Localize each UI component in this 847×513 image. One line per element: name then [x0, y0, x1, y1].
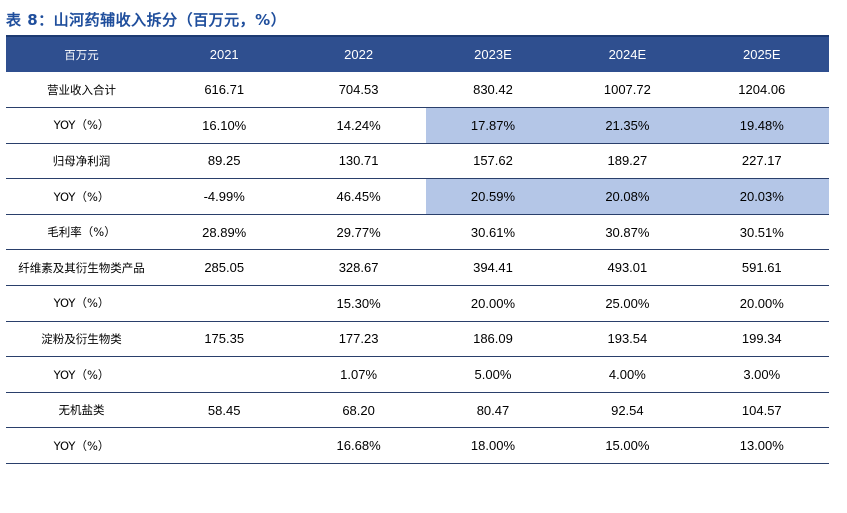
row-label: YOY（%）	[6, 107, 157, 144]
table-cell: 30.87%	[560, 214, 695, 251]
table-cell: 591.61	[694, 249, 829, 287]
table-cell: 394.41	[425, 249, 561, 287]
table-row: 无机盐类 58.45 68.20 80.47 92.54 104.57	[6, 392, 829, 429]
table-cell: 92.54	[560, 392, 695, 429]
table-cell: 5.00%	[425, 356, 561, 393]
table-row: YOY（%） 16.68% 18.00% 15.00% 13.00%	[6, 427, 829, 465]
table-cell: 20.00%	[425, 285, 561, 322]
table-cell: 15.30%	[291, 285, 426, 322]
table-title: 表 8：山河药辅收入拆分（百万元，%）	[6, 11, 287, 29]
row-label: YOY（%）	[6, 285, 157, 322]
table-cell: 130.71	[291, 143, 426, 180]
table-cell: 227.17	[694, 143, 829, 180]
table-cell	[157, 285, 292, 322]
row-label: 营业收入合计	[6, 72, 157, 109]
table-cell: 46.45%	[291, 178, 426, 215]
row-label: YOY（%）	[6, 427, 157, 465]
table-cell: 14.24%	[291, 107, 426, 144]
header-2023e: 2023E	[425, 35, 561, 72]
table-cell: 21.35%	[560, 107, 695, 144]
table-cell: 186.09	[425, 321, 561, 358]
table-cell: 177.23	[291, 321, 426, 358]
table-cell: 830.42	[425, 72, 561, 109]
table-cell: 68.20	[291, 392, 426, 429]
table-cell: 29.77%	[291, 214, 426, 251]
table-cell: 15.00%	[560, 427, 695, 465]
table-row: 淀粉及衍生物类 175.35 177.23 186.09 193.54 199.34	[6, 321, 829, 358]
table-row: 毛利率（%） 28.89% 29.77% 30.61% 30.87% 30.51%	[6, 214, 829, 251]
table-cell: 13.00%	[694, 427, 829, 465]
row-label: YOY（%）	[6, 178, 157, 215]
table-cell: 493.01	[560, 249, 695, 287]
table-row: YOY（%） -4.99% 46.45% 20.59% 20.08% 20.03%	[6, 178, 829, 215]
table-cell: 175.35	[157, 321, 292, 358]
table-cell: 58.45	[157, 392, 292, 429]
table-row: YOY（%） 1.07% 5.00% 4.00% 3.00%	[6, 356, 829, 393]
table-cell: 20.59%	[425, 178, 561, 215]
header-unit: 百万元	[6, 35, 157, 72]
table-cell: -4.99%	[157, 178, 292, 215]
table-cell: 19.48%	[694, 107, 829, 144]
table-cell: 16.10%	[157, 107, 292, 144]
row-label: 淀粉及衍生物类	[6, 321, 157, 358]
table-cell: 20.00%	[694, 285, 829, 322]
table-cell: 704.53	[291, 72, 426, 109]
table-cell: 1.07%	[291, 356, 426, 393]
table-cell: 28.89%	[157, 214, 292, 251]
header-2021: 2021	[157, 35, 292, 72]
table-cell: 16.68%	[291, 427, 426, 465]
header-2025e: 2025E	[694, 35, 829, 72]
table-cell: 89.25	[157, 143, 292, 180]
table-cell: 25.00%	[560, 285, 695, 322]
table-cell: 20.08%	[560, 178, 695, 215]
table-cell: 285.05	[157, 249, 292, 287]
table-cell	[157, 427, 292, 465]
table-row: 纤维素及其衍生物类产品 285.05 328.67 394.41 493.01 591.6…	[6, 249, 829, 287]
table-cell: 20.03%	[694, 178, 829, 215]
row-label: 无机盐类	[6, 392, 157, 429]
table-row: 营业收入合计 616.71 704.53 830.42 1007.72 1204.06	[6, 72, 829, 109]
table-row: YOY（%） 15.30% 20.00% 25.00% 20.00%	[6, 285, 829, 322]
table-cell: 18.00%	[425, 427, 561, 465]
header-2022: 2022	[291, 35, 426, 72]
table-cell: 616.71	[157, 72, 292, 109]
table-cell: 3.00%	[694, 356, 829, 393]
table-cell: 189.27	[560, 143, 695, 180]
table-cell: 157.62	[425, 143, 561, 180]
table-cell: 199.34	[694, 321, 829, 358]
table-row: YOY（%） 16.10% 14.24% 17.87% 21.35% 19.48%	[6, 107, 829, 144]
table-cell: 30.61%	[425, 214, 561, 251]
table-cell: 193.54	[560, 321, 695, 358]
table-cell	[157, 356, 292, 393]
row-label: 纤维素及其衍生物类产品	[6, 249, 157, 287]
table-header-row: 百万元 2021 2022 2023E 2024E 2025E	[6, 35, 829, 72]
table-cell: 104.57	[694, 392, 829, 429]
table-cell: 1204.06	[694, 72, 829, 109]
table-cell: 4.00%	[560, 356, 695, 393]
header-2024e: 2024E	[560, 35, 695, 72]
table-row: 归母净利润 89.25 130.71 157.62 189.27 227.17	[6, 143, 829, 180]
revenue-breakdown-table: 百万元 2021 2022 2023E 2024E 2025E 营业收入合计 61…	[6, 35, 829, 465]
table-cell: 17.87%	[425, 107, 561, 144]
row-label: 毛利率（%）	[6, 214, 157, 251]
table-cell: 30.51%	[694, 214, 829, 251]
row-label: YOY（%）	[6, 356, 157, 393]
table-cell: 328.67	[291, 249, 426, 287]
table-cell: 80.47	[425, 392, 561, 429]
table-cell: 1007.72	[560, 72, 695, 109]
row-label: 归母净利润	[6, 143, 157, 180]
